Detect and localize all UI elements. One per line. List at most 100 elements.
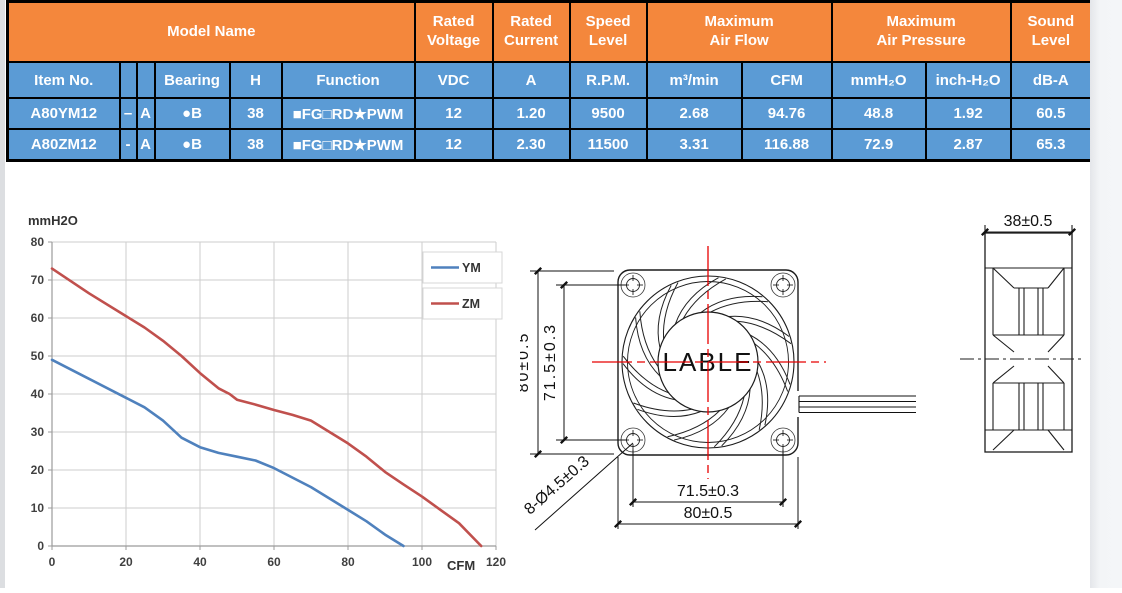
header-bearing: Bearing [153,61,231,99]
cell-inch-h2o: 1.92 [924,97,1012,130]
dim-end-tick [559,280,569,290]
series-line-zm [50,267,483,548]
x-tick-label: 0 [49,555,56,569]
header-max-air-pressure: Maximum Air Pressure [830,0,1012,63]
table-header-unit-row: Item No. Bearing H Function VDC A R.P.M.… [6,61,1093,99]
cell-h: 38 [228,128,283,162]
performance-chart: mmH2O 0 20 40 60 80 100 120 0 10 20 30 40 50 60 70 80 Y… [10,208,520,586]
cell-mmh2o: 48.8 [830,97,927,130]
cell-sep: – [118,97,138,130]
dim-end-tick [793,519,803,529]
cell-rpm: 11500 [568,128,648,162]
y-tick-label: 0 [37,539,44,553]
y-tick-label: 80 [31,235,45,249]
cell-function: ■FG□RD★PWM [280,97,416,130]
dim-width-inner: 71.5±0.3 [677,483,739,500]
cell-dba: 65.3 [1009,128,1093,162]
legend-label-zm: ZM [462,297,480,311]
chart-y-axis-title: mmH2O [28,213,78,228]
fan-blade-edge [756,371,763,431]
dim-holes-note: 8-Ø4.5±0.3 [521,453,593,518]
fan-blade-edge [662,282,679,340]
dim-end-tick [1067,227,1077,237]
fan-blade-edge [749,334,791,385]
red-centerlines [592,246,826,479]
page-edge-right [1090,0,1122,588]
spec-table: Model Name Rated Voltage Rated Current S… [6,0,1094,162]
x-tick-label: 40 [193,555,207,569]
cell-variant: A [135,97,156,130]
header-speed-level: Speed Level [568,0,648,63]
chart-x-axis-title: CFM [447,558,475,573]
cell-item-no: A80ZM12 [6,128,121,162]
fan-blades [622,277,792,448]
fan-blade-edge [757,361,769,426]
dimension-end-ticks [533,227,1077,529]
x-tick-label: 20 [119,555,133,569]
cell-m3min: 3.31 [645,128,743,162]
y-tick-label: 30 [31,425,45,439]
fan-blade-edge [728,315,790,337]
fan-blade-edge [657,285,672,349]
fan-blade-edge [667,410,721,438]
fan-front-view: LABLE 80±0.5 [515,246,916,531]
cell-bearing: ●B [153,128,231,162]
dim-end-tick [628,497,638,507]
fan-blade-edge [674,407,730,441]
fan-blade-edge [674,277,719,325]
performance-chart-svg: mmH2O 0 20 40 60 80 100 120 0 10 20 30 40 50 60 70 80 Y… [28,213,506,573]
header-inch-h2o: inch-H₂O [924,61,1012,99]
cell-m3min: 2.68 [645,97,743,130]
header-sep2 [135,61,156,99]
fan-blade-edge [700,295,763,313]
table-row: A80YM12 – A ●B 38 ■FG□RD★PWM 12 1.20 950… [6,97,1093,130]
cell-ampere: 2.30 [491,128,571,162]
x-tick-label: 120 [486,555,506,569]
front-view-dimensions: 80±0.5 71.5±0.3 71.5±0.3 80±0.5 8-Ø4.5±0… [515,270,799,531]
y-tick-label: 70 [31,273,45,287]
header-max-air-flow: Maximum Air Flow [645,0,833,63]
cell-dba: 60.5 [1009,97,1093,130]
cell-cfm: 116.88 [740,128,833,162]
dim-height-inner: 71.5±0.3 [542,323,559,401]
drawings-svg: LABLE 80±0.5 [515,213,1082,531]
fan-blade-edge [682,278,727,319]
header-vdc: VDC [413,61,494,99]
fan-blade-edge [622,363,676,401]
dim-end-tick [559,435,569,445]
header-model-name: Model Name [6,0,416,63]
header-function: Function [280,61,416,99]
fan-blade-edge [721,388,751,447]
dim-end-tick [613,519,623,529]
y-tick-label: 10 [31,501,45,515]
fan-blade-edge [635,317,661,377]
cell-ampere: 1.20 [491,97,571,130]
fan-blade-edge [737,320,792,345]
header-rpm: R.P.M. [568,61,648,99]
fan-wires [794,391,916,417]
cell-function: ■FG□RD★PWM [280,128,416,162]
side-view-dimension: 38±0.5 [984,213,1073,240]
table-row: A80ZM12 - A ●B 38 ■FG□RD★PWM 12 2.30 115… [6,128,1093,162]
fan-blade-edge [633,402,692,412]
cell-variant: A [135,128,156,162]
cell-vdc: 12 [413,97,494,130]
cell-mmh2o: 72.9 [830,128,927,162]
fan-blade-edge [713,396,745,448]
table-header-group-row: Model Name Rated Voltage Rated Current S… [6,0,1093,63]
dim-depth: 38±0.5 [1004,213,1053,230]
cell-inch-h2o: 2.87 [924,128,1012,162]
header-dba: dB-A [1009,61,1093,99]
y-tick-label: 20 [31,463,45,477]
x-tick-label: 80 [341,555,355,569]
mounting-holes [620,272,796,453]
cell-item-no: A80YM12 [6,97,121,130]
technical-drawings: LABLE 80±0.5 [515,198,1095,588]
dim-width-outer: 80±0.5 [684,505,733,522]
cell-vdc: 12 [413,128,494,162]
y-tick-label: 40 [31,387,45,401]
fan-blade-edge [754,343,789,392]
fan-blade-edge [710,300,768,313]
dim-height-outer: 80±0.5 [520,332,532,393]
cell-h: 38 [228,97,283,130]
